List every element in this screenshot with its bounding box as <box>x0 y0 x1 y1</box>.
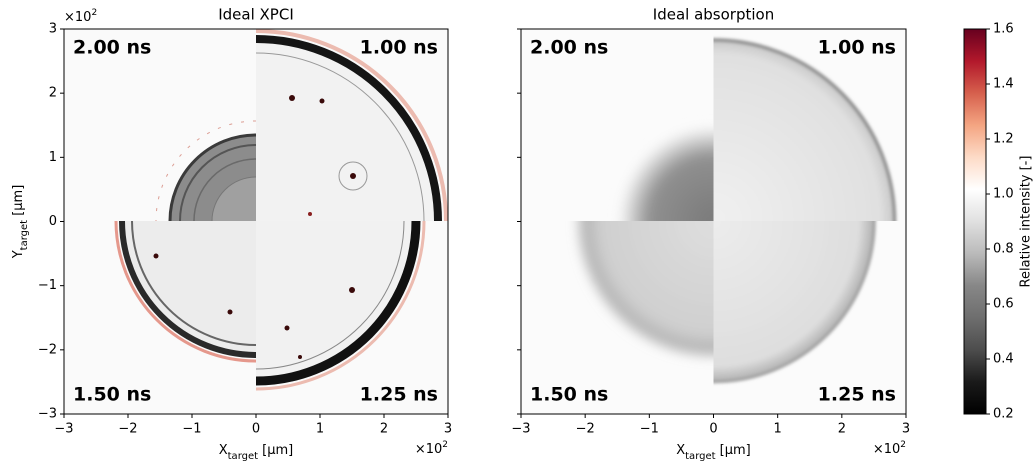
xpci-image <box>64 29 448 414</box>
y-tick-label: −3 <box>38 407 57 422</box>
colorbar-label: Relative intensity [-] <box>1019 156 1034 288</box>
page: −3 −2 −1 0 1 2 3 −3 −2 −1 0 1 2 3 Ideal XPCI Xtarget [μ… <box>0 0 1036 462</box>
x-tick-label: −1 <box>640 422 659 437</box>
colorbar-tick-label: 0.8 <box>993 242 1014 257</box>
x-tick-label: 3 <box>444 422 452 437</box>
label-subscript: target <box>19 220 30 250</box>
offset-label: ×102 <box>64 8 97 25</box>
x-tick-label: 2 <box>838 422 846 437</box>
x-tick-label: 3 <box>902 422 910 437</box>
x-tick-label: 2 <box>380 422 388 437</box>
x-tick-label: −2 <box>118 422 137 437</box>
time-annotation: 1.50 ns <box>530 384 608 406</box>
time-annotation: 1.25 ns <box>818 384 896 406</box>
colorbar-tick-label: 1.0 <box>993 187 1014 202</box>
y-tick-label: 1 <box>49 150 57 165</box>
colorbar-tick-label: 1.6 <box>993 22 1014 37</box>
x-axis-label: Xtarget [μm] <box>219 443 294 462</box>
colorbar-tick-label: 1.4 <box>993 77 1014 92</box>
time-annotation: 2.00 ns <box>530 37 608 59</box>
label-unit: [μm] <box>258 443 293 458</box>
y-tick-label: −1 <box>38 278 57 293</box>
label-subscript: target <box>228 451 258 462</box>
y-tick-label: 0 <box>49 214 57 229</box>
offset-base: ×10 <box>873 442 900 457</box>
time-annotation: 1.25 ns <box>360 384 438 406</box>
offset-exponent: 2 <box>442 440 448 450</box>
x-tick-label: 0 <box>709 422 717 437</box>
colorbar-tick-label: 1.2 <box>993 132 1014 147</box>
label-subscript: target <box>685 451 715 462</box>
x-axis-label: Xtarget [μm] <box>676 443 751 462</box>
label-main: X <box>676 443 685 458</box>
x-tick-label: −1 <box>182 422 201 437</box>
label-main: Y <box>11 250 26 259</box>
x-tick-label: 1 <box>316 422 324 437</box>
offset-label: ×102 <box>415 440 448 457</box>
time-annotation: 1.00 ns <box>818 37 896 59</box>
offset-base: ×10 <box>64 10 91 25</box>
panel-title: Ideal XPCI <box>218 6 294 24</box>
y-axis-label: Ytarget [μm] <box>11 185 30 260</box>
x-tick-label: −2 <box>576 422 595 437</box>
figure: −3 −2 −1 0 1 2 3 −3 −2 −1 0 1 2 3 Ideal XPCI Xtarget [μ… <box>0 0 1036 462</box>
label-main: X <box>219 443 228 458</box>
offset-exponent: 2 <box>91 8 97 18</box>
colorbar-tick-label: 0.2 <box>993 407 1014 422</box>
offset-base: ×10 <box>415 442 442 457</box>
x-tick-label: −3 <box>54 422 73 437</box>
panel-title: Ideal absorption <box>653 6 774 24</box>
time-annotation: 1.50 ns <box>73 384 151 406</box>
time-annotation: 1.00 ns <box>360 37 438 59</box>
offset-label: ×102 <box>873 440 906 457</box>
label-unit: [μm] <box>716 443 751 458</box>
y-tick-label: −2 <box>38 342 57 357</box>
x-tick-label: 0 <box>252 422 260 437</box>
x-tick-label: −3 <box>511 422 530 437</box>
colorbar-tick-label: 0.6 <box>993 297 1014 312</box>
absorption-image <box>521 29 906 414</box>
y-tick-label: 2 <box>49 86 57 101</box>
label-unit: [μm] <box>11 185 26 220</box>
offset-exponent: 2 <box>900 440 906 450</box>
x-tick-label: 1 <box>774 422 782 437</box>
y-tick-label: 3 <box>49 22 57 37</box>
colorbar-tick-label: 0.4 <box>993 352 1014 367</box>
colorbar <box>964 29 986 414</box>
time-annotation: 2.00 ns <box>73 37 151 59</box>
